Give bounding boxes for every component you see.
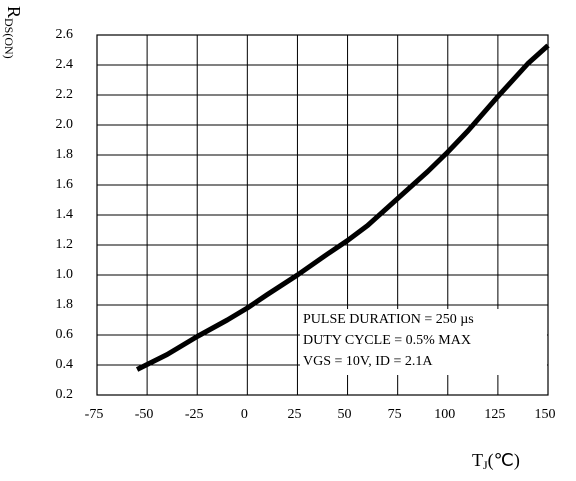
data-line	[135, 43, 550, 372]
x-tick-label: 25	[287, 407, 301, 422]
annotation-box	[300, 309, 547, 375]
x-tick-label: -25	[185, 407, 204, 422]
x-label-main: T	[472, 450, 483, 470]
y-axis-label: RDS(ON)	[2, 6, 24, 59]
x-tick-label: 125	[484, 407, 505, 422]
plot-frame	[96, 34, 549, 396]
y-tick-label: 2.2	[56, 87, 74, 102]
y-label-sub: DS(ON)	[2, 18, 16, 59]
x-tick-label: 100	[434, 407, 455, 422]
y-tick-label: 2.0	[56, 117, 74, 132]
y-tick-label: 2.6	[56, 27, 74, 42]
x-tick-label: 75	[388, 407, 402, 422]
y-tick-label: 1.8	[56, 297, 74, 312]
y-tick-label: 0.2	[56, 387, 74, 402]
y-tick-label: 1.0	[56, 267, 74, 282]
x-tick-label: 50	[338, 407, 352, 422]
y-tick-label: 2.4	[56, 57, 74, 72]
y-tick-label: 1.2	[56, 237, 74, 252]
annotation: DUTY CYCLE = 0.5% MAX	[303, 333, 471, 348]
x-tick-label: -50	[135, 407, 154, 422]
x-label-unit: (℃)	[488, 450, 520, 471]
annotation: VGS = 10V, ID = 2.1A	[303, 354, 433, 369]
y-tick-label: 0.6	[56, 327, 74, 342]
y-tick-label: 1.8	[56, 147, 74, 162]
x-tick-label: 150	[535, 407, 556, 422]
x-label-sub: J	[483, 458, 488, 472]
y-tick-label: 1.4	[56, 207, 74, 222]
x-axis-label: TJ(℃)	[472, 450, 520, 472]
y-tick-label: 0.4	[56, 357, 74, 372]
annotation: PULSE DURATION = 250 µs	[303, 312, 474, 327]
x-tick-label: 0	[241, 407, 248, 422]
y-tick-label: 1.6	[56, 177, 74, 192]
x-tick-label: -75	[85, 407, 104, 422]
y-label-main: R	[4, 6, 24, 18]
